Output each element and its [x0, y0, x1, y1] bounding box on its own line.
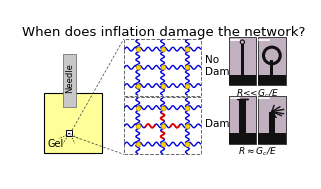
Bar: [269, 112, 275, 133]
Text: No
Damage?: No Damage?: [205, 55, 255, 77]
Bar: [258, 133, 286, 144]
Bar: [258, 74, 286, 85]
Text: Gel: Gel: [48, 139, 64, 149]
Text: R$\approx$G$_c$/E: R$\approx$G$_c$/E: [238, 146, 277, 158]
Text: Damage?: Damage?: [205, 119, 255, 129]
Text: Needle: Needle: [65, 63, 74, 93]
Text: When does inflation damage the network?: When does inflation damage the network?: [22, 26, 306, 39]
Bar: [229, 96, 256, 144]
Bar: [66, 130, 72, 136]
Bar: [229, 37, 256, 85]
Bar: [124, 97, 201, 154]
Bar: [241, 43, 244, 74]
Text: R<<G$_c$/E: R<<G$_c$/E: [236, 87, 279, 100]
Bar: [229, 74, 256, 85]
Bar: [258, 37, 286, 85]
Bar: [229, 133, 256, 144]
Bar: [239, 99, 246, 133]
Bar: [63, 54, 76, 107]
Bar: [258, 96, 286, 144]
Bar: [124, 39, 201, 96]
Bar: [271, 60, 273, 74]
Bar: [44, 93, 102, 153]
